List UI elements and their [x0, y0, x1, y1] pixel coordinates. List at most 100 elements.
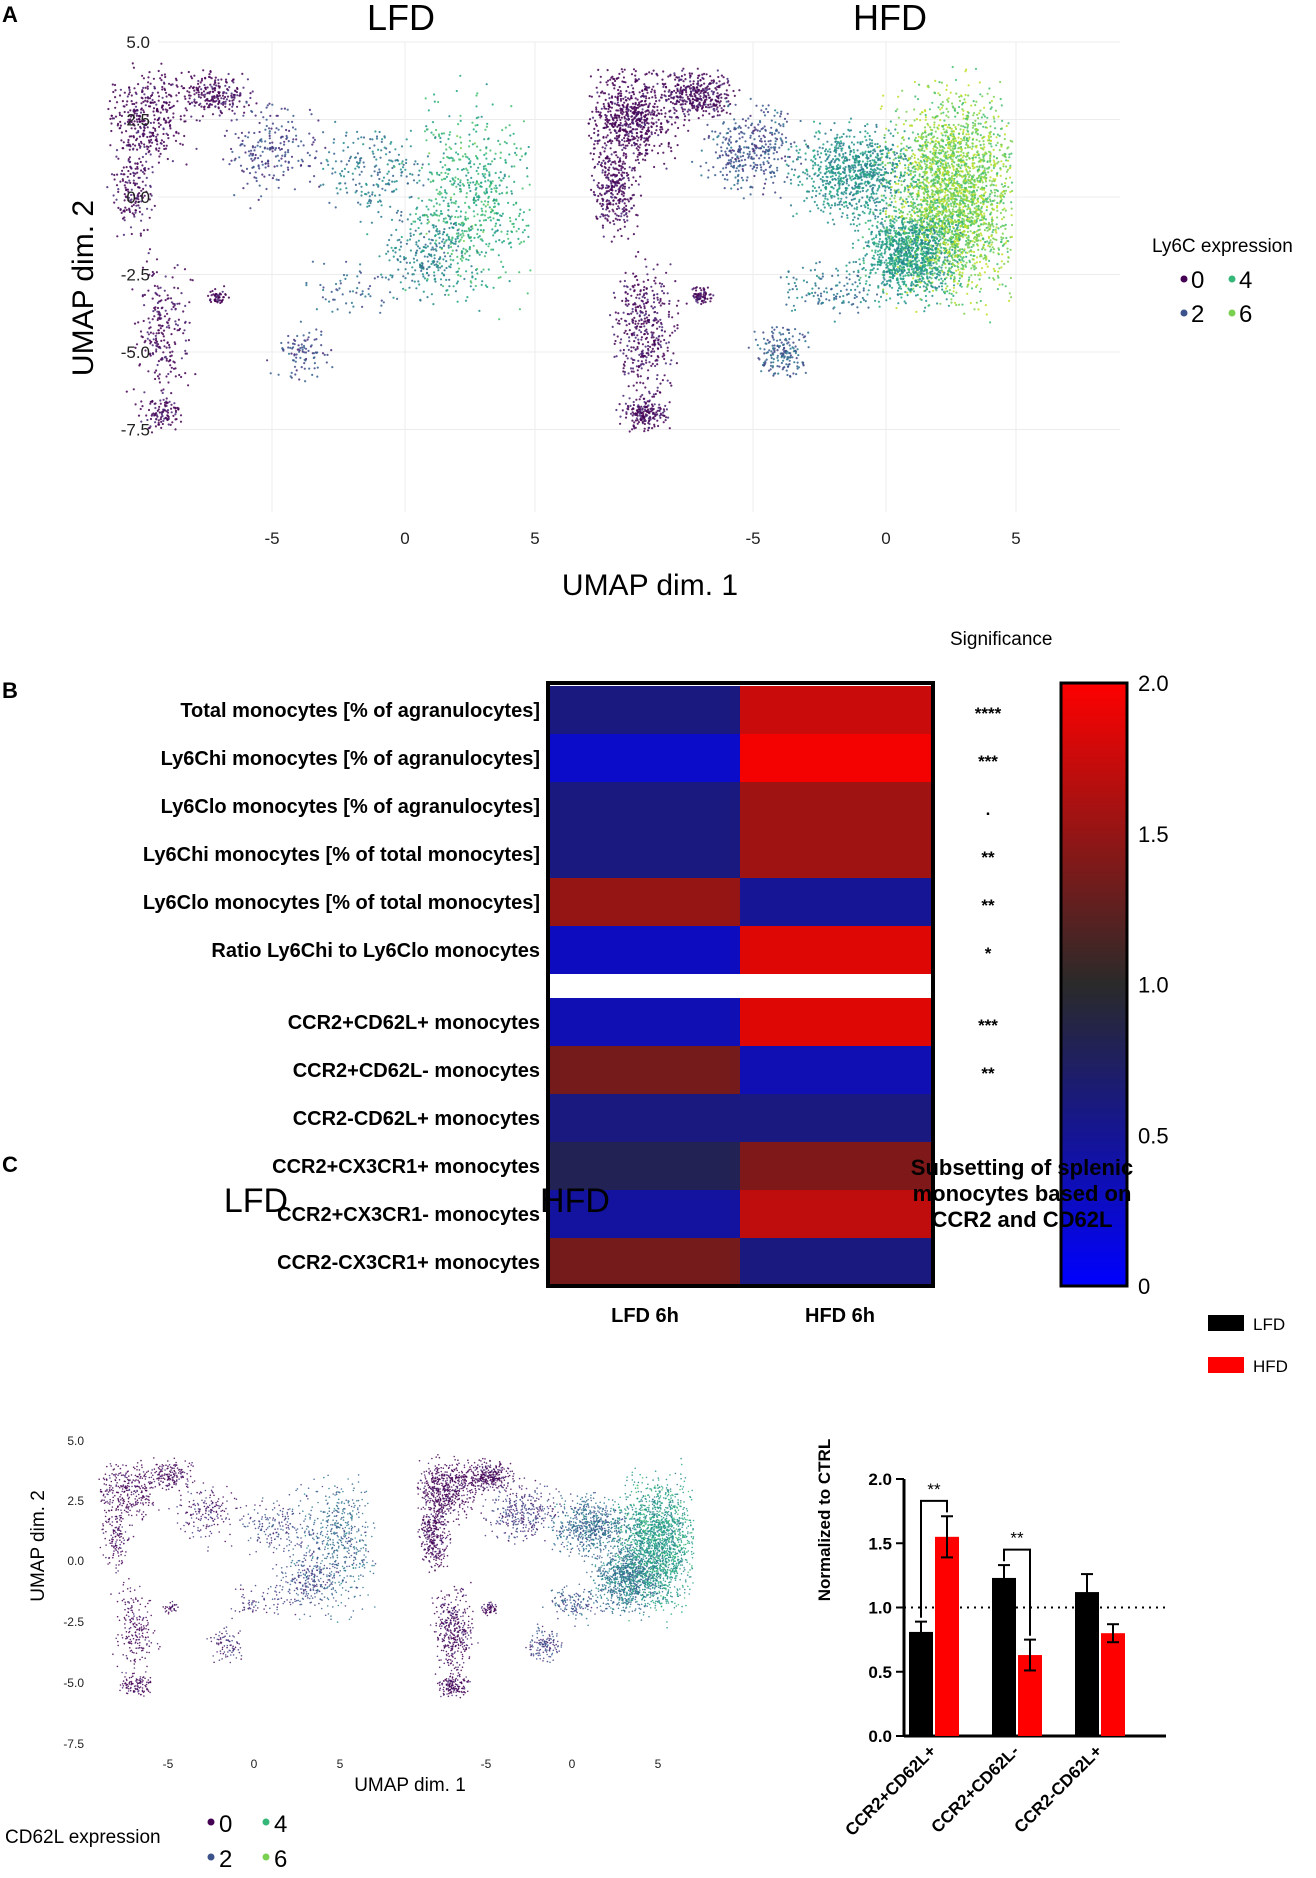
- umap-point: [881, 223, 884, 226]
- umap-point: [372, 184, 375, 187]
- umap-point: [708, 112, 711, 115]
- umap-point: [663, 374, 666, 377]
- umap-point: [143, 341, 146, 344]
- umap-point: [173, 341, 176, 344]
- umap-point: [636, 225, 639, 228]
- umap-point: [116, 173, 119, 176]
- umap-point: [151, 318, 154, 321]
- umap-point: [1001, 119, 1004, 122]
- umap-point: [452, 285, 455, 288]
- umap-point: [1003, 137, 1006, 141]
- umap-point: [465, 230, 468, 233]
- umap-point: [398, 219, 401, 222]
- umap-point: [914, 170, 917, 173]
- umap-point: [519, 147, 522, 150]
- umap-point: [143, 168, 146, 171]
- umap-point: [432, 213, 435, 217]
- umap-point: [135, 182, 139, 185]
- umap-point: [157, 332, 160, 335]
- umap-point: [656, 419, 659, 422]
- umap-point: [742, 197, 745, 200]
- umap-point: [642, 92, 645, 95]
- umap-point: [378, 171, 381, 174]
- umap-point: [763, 348, 766, 351]
- umap-point: [166, 294, 169, 297]
- umap-point: [528, 208, 531, 211]
- umap-point: [152, 121, 155, 124]
- umap-point: [405, 161, 408, 165]
- umap-point: [123, 110, 126, 114]
- umap-point: [377, 200, 380, 203]
- umap-point: [655, 125, 658, 128]
- umap-point: [442, 217, 446, 220]
- umap-point: [455, 209, 458, 213]
- umap-point: [433, 263, 436, 267]
- umap-point: [339, 279, 342, 282]
- umap-point: [485, 169, 488, 172]
- umap-point: [295, 353, 298, 356]
- umap-point: [268, 132, 271, 135]
- umap-point: [617, 205, 620, 208]
- umap-point: [463, 230, 466, 233]
- umap-point: [402, 275, 405, 278]
- umap-point: [670, 384, 673, 387]
- umap-point: [949, 145, 952, 148]
- umap-point: [360, 170, 363, 173]
- umap-point: [115, 101, 119, 104]
- umap-point: [479, 229, 483, 232]
- umap-point: [151, 133, 154, 137]
- umap-point: [449, 222, 453, 225]
- umap-point: [423, 255, 426, 258]
- umap-point: [459, 158, 462, 161]
- umap-point: [664, 115, 667, 118]
- umap-point: [223, 134, 226, 137]
- umap-point: [368, 204, 371, 207]
- umap-point: [423, 236, 426, 239]
- umap-point: [342, 141, 345, 145]
- umap-point: [875, 242, 878, 245]
- umap-point: [461, 232, 464, 235]
- umap-point: [990, 169, 993, 172]
- umap-point: [378, 255, 381, 258]
- umap-point: [477, 236, 480, 239]
- umap-point: [460, 250, 463, 253]
- umap-point: [889, 222, 892, 225]
- umap-point: [632, 370, 635, 373]
- umap-point: [518, 308, 522, 311]
- umap-point: [450, 245, 453, 249]
- umap-point: [720, 149, 723, 153]
- umap-point: [829, 150, 832, 154]
- umap-point: [444, 171, 447, 175]
- umap-point: [429, 213, 432, 216]
- umap-point: [156, 140, 159, 143]
- umap-point: [253, 158, 256, 161]
- umap-point: [377, 211, 380, 214]
- umap-point: [664, 112, 667, 115]
- umap-point: [296, 334, 299, 338]
- umap-point: [368, 198, 371, 201]
- umap-point: [359, 263, 362, 266]
- umap-point: [462, 247, 465, 250]
- umap-point: [311, 373, 314, 376]
- umap-point: [190, 115, 193, 118]
- umap-point: [430, 248, 433, 251]
- umap-point: [400, 162, 403, 165]
- umap-point: [375, 137, 379, 140]
- umap-point: [247, 150, 251, 153]
- umap-point: [128, 91, 131, 94]
- umap-point: [871, 256, 874, 260]
- umap-point: [392, 296, 395, 299]
- umap-point: [146, 331, 149, 334]
- umap-point: [246, 136, 250, 139]
- umap-point: [265, 124, 268, 128]
- umap-point: [243, 111, 246, 114]
- umap-point: [427, 253, 430, 256]
- umap-point: [637, 338, 640, 341]
- umap-point: [320, 344, 323, 347]
- umap-point: [269, 114, 272, 117]
- umap-point: [320, 162, 323, 165]
- umap-point: [476, 213, 479, 216]
- umap-point: [161, 85, 164, 89]
- umap-point: [361, 292, 364, 295]
- umap-point: [448, 285, 451, 288]
